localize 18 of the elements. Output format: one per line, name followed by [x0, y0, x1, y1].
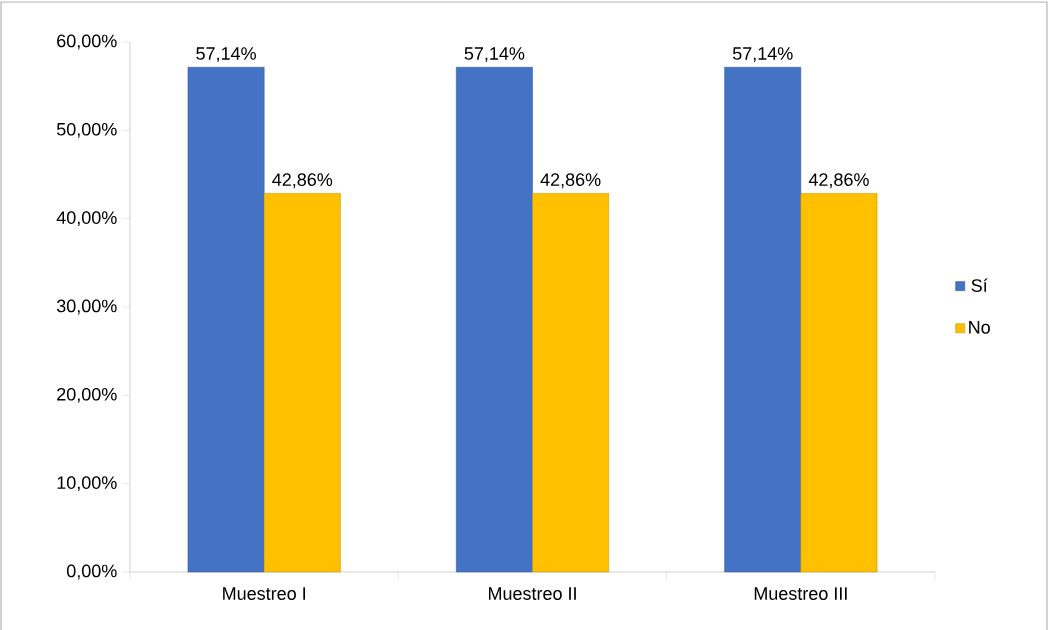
- data-label: 42,86%: [540, 173, 601, 189]
- legend-label: Sí: [971, 278, 988, 292]
- y-tick-label: 30,00%: [56, 299, 117, 315]
- legend-label: No: [969, 321, 990, 334]
- y-tick-label: 10,00%: [57, 476, 117, 492]
- y-tick-label: 20,00%: [57, 387, 117, 403]
- y-tick-label: 40,00%: [56, 211, 117, 227]
- data-label: 57,14%: [196, 47, 256, 62]
- y-tick-label: 0,00%: [66, 564, 117, 580]
- x-tick-label: Muestreo I: [223, 587, 306, 600]
- x-tick-label: Muestreo III: [754, 587, 847, 600]
- y-tick-label: 50,00%: [56, 122, 117, 138]
- x-tick-label: Muestreo II: [488, 587, 576, 600]
- y-tick-label: 60,00%: [57, 34, 117, 50]
- data-label: 42,86%: [272, 173, 333, 189]
- data-label: 57,14%: [464, 47, 525, 62]
- data-label: 57,14%: [732, 47, 793, 62]
- data-label: 42,86%: [808, 173, 869, 189]
